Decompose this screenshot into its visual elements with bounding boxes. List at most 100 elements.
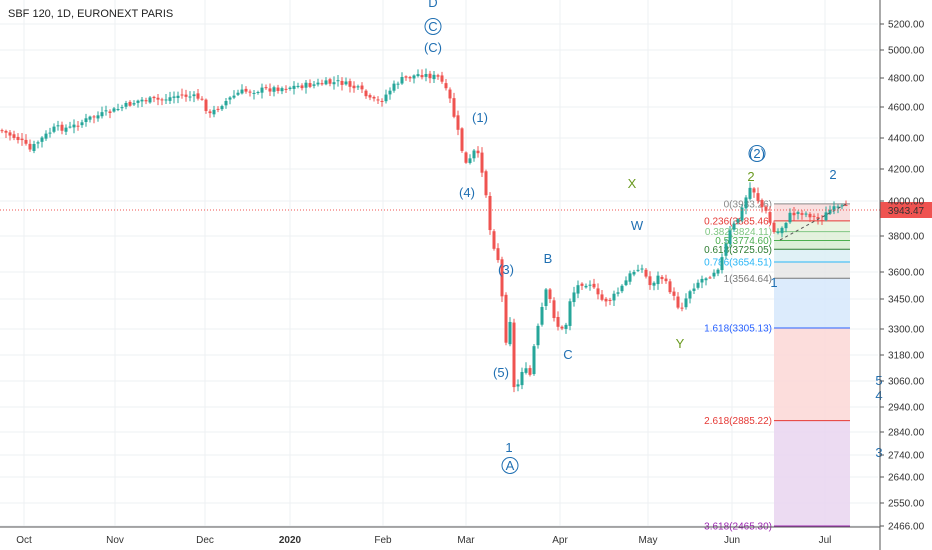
wave-label: (2): [748, 145, 766, 162]
wave-label-text: (1): [472, 110, 488, 125]
candle-body: [104, 110, 108, 112]
candle-body: [524, 368, 528, 373]
candle-body: [332, 82, 336, 85]
candle-body: [576, 285, 580, 294]
candle-body: [604, 298, 608, 302]
last-price-badge: [880, 202, 932, 218]
candle-body: [324, 80, 328, 85]
candle-body: [800, 213, 804, 215]
candle-body: [496, 248, 500, 261]
candle-body: [460, 128, 464, 151]
candle-body: [764, 206, 768, 211]
fib-level-label: 0(3983.26): [724, 199, 772, 210]
candle-body: [512, 322, 516, 388]
candle-body: [284, 88, 288, 90]
candle-body: [256, 92, 260, 94]
y-tick-label: 4000.00: [888, 197, 925, 208]
candle-body: [228, 97, 232, 100]
candle-body: [220, 106, 224, 110]
wave-label: B: [544, 251, 553, 266]
candle-body: [544, 289, 548, 307]
candle-body: [552, 300, 556, 319]
candle-body: [244, 88, 248, 92]
wave-label: Y: [676, 336, 685, 351]
wave-label-text: (2): [749, 146, 765, 161]
wave-label-circle: [748, 145, 766, 162]
candle-body: [92, 116, 96, 118]
candle-body: [312, 84, 316, 86]
candle-body: [236, 92, 240, 95]
candle-body: [796, 212, 800, 214]
candle-body: [432, 74, 436, 80]
candle-body: [148, 97, 152, 103]
wave-label: C: [424, 18, 442, 35]
candle-body: [128, 101, 132, 106]
candle-body: [684, 298, 688, 308]
candle-body: [396, 83, 400, 85]
candle-body: [536, 325, 540, 346]
candle-body: [344, 81, 348, 85]
candle-body: [836, 206, 840, 208]
candle-body: [356, 86, 360, 88]
candle-body: [740, 207, 744, 221]
wave-label-text: (3): [498, 262, 514, 277]
candle-body: [320, 83, 324, 85]
candle-body: [124, 102, 128, 107]
candle-body: [532, 346, 536, 375]
fib-level-label: 0.5(3774.60): [715, 236, 772, 247]
candle-body: [632, 271, 636, 275]
candle-body: [464, 152, 468, 163]
candle-body: [64, 127, 68, 132]
candle-body: [40, 137, 44, 142]
wave-label-text: D: [428, 0, 437, 10]
candle-body: [820, 220, 824, 222]
y-tick-label: 3600.00: [888, 268, 925, 279]
candle-body: [480, 152, 484, 173]
candle-body: [380, 100, 384, 102]
candle-body: [680, 307, 684, 309]
candle-body: [560, 326, 564, 329]
candle-body: [720, 257, 724, 271]
wave-label-text: (4): [459, 185, 475, 200]
candle-body: [760, 200, 764, 208]
candle-body: [48, 132, 52, 134]
candle-body: [196, 93, 200, 99]
candle-body: [84, 118, 88, 123]
candle-body: [744, 197, 748, 209]
candle-body: [336, 80, 340, 82]
candle-body: [808, 213, 812, 218]
candle-body: [4, 130, 8, 133]
wave-label: 5: [875, 373, 882, 388]
candle-body: [436, 75, 440, 77]
candle-body: [688, 291, 692, 299]
candle-body: [268, 88, 272, 92]
x-tick-label: 2020: [279, 535, 302, 546]
candle-body: [528, 368, 532, 375]
candle-body: [580, 283, 584, 286]
candle-body: [264, 87, 268, 89]
y-tick-label: 3450.00: [888, 295, 925, 306]
candle-body: [584, 285, 588, 288]
candle-body: [572, 292, 576, 303]
candle-body: [156, 97, 160, 100]
candle-body: [16, 136, 20, 141]
fib-zone: [774, 261, 850, 279]
candle-body: [208, 111, 212, 114]
candle-body: [624, 280, 628, 286]
wave-label-text: B: [544, 251, 553, 266]
wave-label-text: 5: [875, 373, 882, 388]
candle-body: [824, 212, 828, 221]
x-tick-label: Jul: [819, 535, 832, 546]
wave-label-text: C: [428, 19, 437, 34]
candle-body: [204, 99, 208, 111]
candle-body: [176, 95, 180, 98]
candle-body: [192, 94, 196, 97]
candle-body: [728, 230, 732, 245]
candle-body: [360, 85, 364, 90]
candle-body: [108, 111, 112, 113]
candle-body: [608, 299, 612, 302]
candle-body: [392, 83, 396, 91]
fib-level-label: 0.618(3725.05): [704, 245, 772, 256]
